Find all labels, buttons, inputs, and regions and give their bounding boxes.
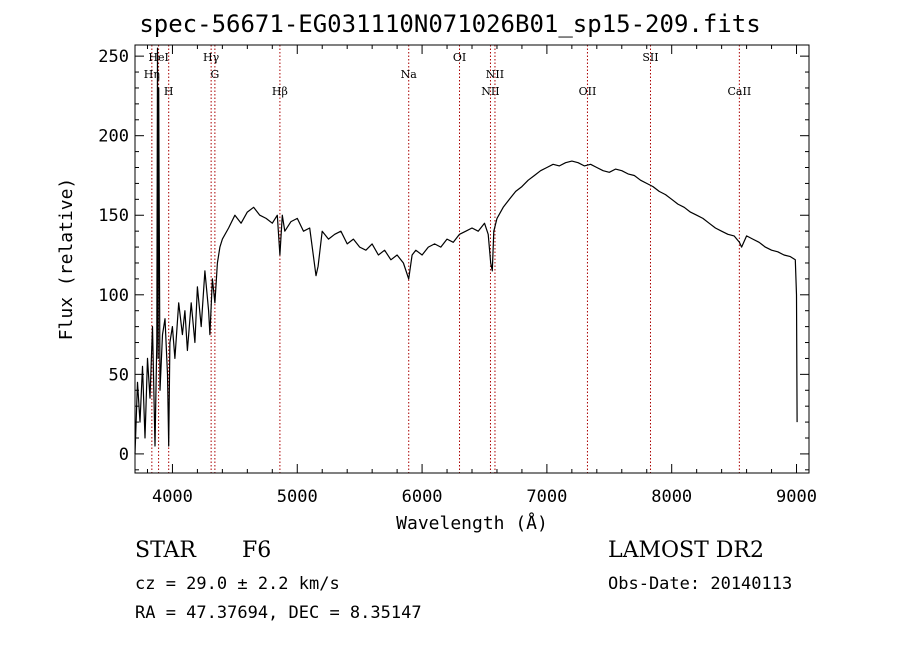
line-labels: Hη HeI H Hγ G Hβ Na OI NII NII OII SII CaII [144, 51, 751, 98]
line-label: HeI [148, 51, 168, 64]
object-type: STAR [135, 538, 196, 563]
survey-name: LAMOST DR2 [608, 538, 764, 563]
y-tick-label: 0 [119, 445, 129, 465]
y-tick-label: 50 [109, 365, 129, 385]
chart-title: spec-56671-EG031110N071026B01_sp15-209.f… [139, 10, 761, 38]
y-tick-label: 200 [98, 127, 129, 147]
ra-dec-readout: RA = 47.37694, DEC = 8.35147 [135, 603, 422, 623]
y-tick-label: 150 [98, 206, 129, 226]
x-tick-label: 8000 [651, 487, 692, 507]
line-label: OII [579, 85, 597, 98]
line-label: Hβ [272, 85, 288, 98]
spectrum-line [134, 47, 798, 454]
x-tick-label: 5000 [277, 487, 318, 507]
x-tick-label: 4000 [152, 487, 193, 507]
line-markers [151, 45, 740, 473]
x-tick-label: 7000 [526, 487, 567, 507]
spectrum-series [134, 47, 798, 454]
plot-frame [134, 44, 810, 474]
line-label: NII [481, 85, 499, 98]
obs-date: Obs-Date: 20140113 [608, 574, 793, 594]
x-axis-label: Wavelength (Å) [396, 512, 548, 534]
line-label: H [164, 85, 174, 98]
line-label: SII [642, 51, 658, 64]
line-label: Hη [144, 68, 160, 81]
y-axis-label: Flux (relative) [56, 178, 77, 341]
y-tick-label: 250 [98, 47, 129, 67]
x-tick-label: 6000 [402, 487, 443, 507]
line-label: Na [401, 68, 418, 81]
line-label: G [210, 68, 219, 81]
y-tick-label: 100 [98, 286, 129, 306]
x-tick-label: 9000 [776, 487, 817, 507]
x-axis: 4000 5000 6000 7000 8000 9000 [146, 45, 817, 507]
redshift-readout: cz = 29.0 ± 2.2 km/s [135, 574, 340, 594]
line-label: Hγ [203, 51, 220, 64]
y-axis: 0 50 100 150 200 250 [98, 47, 809, 471]
line-label: CaII [728, 85, 752, 98]
line-label: NII [486, 68, 504, 81]
subclass: F6 [242, 538, 272, 563]
line-label: OI [453, 51, 466, 64]
